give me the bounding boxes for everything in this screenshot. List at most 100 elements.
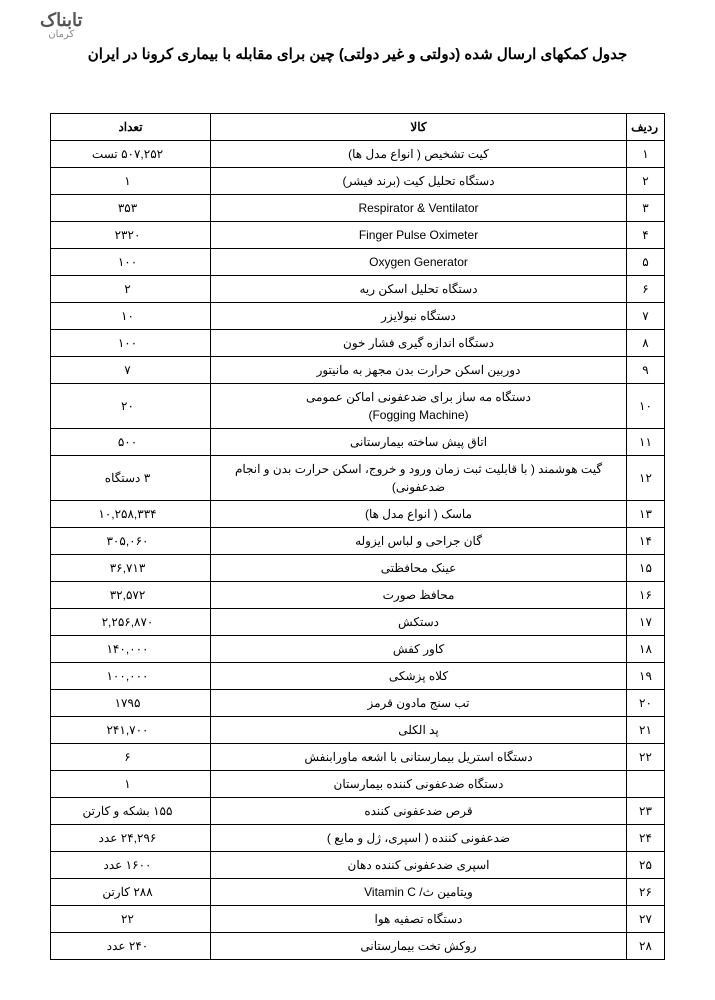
cell-qty: ۱۰۰ bbox=[51, 330, 211, 357]
watermark-main: تابناک bbox=[40, 10, 83, 30]
table-header-row: ردیف کالا تعداد bbox=[51, 114, 665, 141]
table-row: ۱۹کلاه پزشکی۱۰۰,۰۰۰ bbox=[51, 663, 665, 690]
cell-index: ۱۸ bbox=[627, 636, 665, 663]
col-header-index: ردیف bbox=[627, 114, 665, 141]
cell-item: دستگاه تحلیل کیت (برند فیشر) bbox=[211, 168, 627, 195]
cell-item: دستگاه تصفیه هوا bbox=[211, 906, 627, 933]
cell-item: گان جراحی و لباس ایزوله bbox=[211, 528, 627, 555]
cell-qty: ۲,۲۵۶,۸۷۰ bbox=[51, 609, 211, 636]
cell-index: ۱۳ bbox=[627, 501, 665, 528]
cell-index: ۱۷ bbox=[627, 609, 665, 636]
cell-qty: ۳۵۳ bbox=[51, 195, 211, 222]
cell-item: دستکش bbox=[211, 609, 627, 636]
table-row: ۲۲دستگاه استریل بیمارستانی با اشعه ماورا… bbox=[51, 744, 665, 771]
cell-item: عینک محافظتی bbox=[211, 555, 627, 582]
cell-index: ۲۰ bbox=[627, 690, 665, 717]
cell-qty: ۱ bbox=[51, 771, 211, 798]
table-row: ۱۵عینک محافظتی۳۶,۷۱۳ bbox=[51, 555, 665, 582]
table-row: ۲۷دستگاه تصفیه هوا۲۲ bbox=[51, 906, 665, 933]
cell-qty: ۲۰ bbox=[51, 384, 211, 429]
cell-index: ۱۲ bbox=[627, 456, 665, 501]
table-row: ۲۸روکش تخت بیمارستانی۲۴۰ عدد bbox=[51, 933, 665, 960]
cell-item: پد الکلی bbox=[211, 717, 627, 744]
cell-qty: ۵۰۷,۲۵۲ تست bbox=[51, 141, 211, 168]
cell-index: ۶ bbox=[627, 276, 665, 303]
cell-qty: ۲۲ bbox=[51, 906, 211, 933]
table-row: ۶دستگاه تحلیل اسکن ریه۲ bbox=[51, 276, 665, 303]
cell-index: ۱۰ bbox=[627, 384, 665, 429]
cell-item: ماسک ( انواع مدل ها) bbox=[211, 501, 627, 528]
cell-qty: ۳ دستگاه bbox=[51, 456, 211, 501]
cell-item: گیت هوشمند ( با قابلیت ثبت زمان ورود و خ… bbox=[211, 456, 627, 501]
cell-qty: ۱۶۰۰ عدد bbox=[51, 852, 211, 879]
cell-item: دستگاه تحلیل اسکن ریه bbox=[211, 276, 627, 303]
cell-item: کیت تشخیص ( انواع مدل ها) bbox=[211, 141, 627, 168]
cell-index: ۵ bbox=[627, 249, 665, 276]
table-row: ۲دستگاه تحلیل کیت (برند فیشر)۱ bbox=[51, 168, 665, 195]
table-row: دستگاه ضدعفونی کننده بیمارستان۱ bbox=[51, 771, 665, 798]
cell-item: کلاه پزشکی bbox=[211, 663, 627, 690]
table-row: ۱۴گان جراحی و لباس ایزوله۳۰۵,۰۶۰ bbox=[51, 528, 665, 555]
table-row: ۱۳ماسک ( انواع مدل ها)۱۰,۲۵۸,۳۳۴ bbox=[51, 501, 665, 528]
cell-qty: ۲ bbox=[51, 276, 211, 303]
cell-index: ۳ bbox=[627, 195, 665, 222]
cell-index: ۱۱ bbox=[627, 429, 665, 456]
page-title: جدول کمکهای ارسال شده (دولتی و غیر دولتی… bbox=[50, 45, 665, 63]
cell-item: دستگاه مه ساز برای ضدعفونی اماکن عمومی(F… bbox=[211, 384, 627, 429]
cell-index: ۴ bbox=[627, 222, 665, 249]
cell-item: دوربین اسکن حرارت بدن مجهز به مانیتور bbox=[211, 357, 627, 384]
cell-item: محافظ صورت bbox=[211, 582, 627, 609]
table-row: ۱۱اتاق پیش ساخته بیمارستانی۵۰۰ bbox=[51, 429, 665, 456]
table-row: ۳Respirator & Ventilator۳۵۳ bbox=[51, 195, 665, 222]
aid-table: ردیف کالا تعداد ۱کیت تشخیص ( انواع مدل ه… bbox=[50, 113, 665, 960]
table-row: ۲۴ضدعفونی کننده ( اسپری، ژل و مایع )۲۴,۲… bbox=[51, 825, 665, 852]
cell-qty: ۲۳۲۰ bbox=[51, 222, 211, 249]
cell-index: ۲۱ bbox=[627, 717, 665, 744]
cell-qty: ۳۰۵,۰۶۰ bbox=[51, 528, 211, 555]
table-row: ۹دوربین اسکن حرارت بدن مجهز به مانیتور۷ bbox=[51, 357, 665, 384]
cell-qty: ۲۸۸ کارتن bbox=[51, 879, 211, 906]
table-row: ۲۳قرص ضدعفونی کننده۱۵۵ بشکه و کارتن bbox=[51, 798, 665, 825]
cell-index: ۹ bbox=[627, 357, 665, 384]
table-row: ۲۶ویتامین ث/ Vitamin C۲۸۸ کارتن bbox=[51, 879, 665, 906]
table-row: ۱۲گیت هوشمند ( با قابلیت ثبت زمان ورود و… bbox=[51, 456, 665, 501]
cell-item: دستگاه استریل بیمارستانی با اشعه ماورابن… bbox=[211, 744, 627, 771]
cell-item: روکش تخت بیمارستانی bbox=[211, 933, 627, 960]
cell-item: Respirator & Ventilator bbox=[211, 195, 627, 222]
cell-item: اسپری ضدعفونی کننده دهان bbox=[211, 852, 627, 879]
cell-qty: ۳۶,۷۱۳ bbox=[51, 555, 211, 582]
table-row: ۱۷دستکش۲,۲۵۶,۸۷۰ bbox=[51, 609, 665, 636]
cell-qty: ۲۴۰ عدد bbox=[51, 933, 211, 960]
table-row: ۱۶محافظ صورت۳۲,۵۷۲ bbox=[51, 582, 665, 609]
cell-index: ۲۳ bbox=[627, 798, 665, 825]
cell-qty: ۱ bbox=[51, 168, 211, 195]
table-row: ۲۱پد الکلی۲۴۱,۷۰۰ bbox=[51, 717, 665, 744]
table-row: ۴Finger Pulse Oximeter۲۳۲۰ bbox=[51, 222, 665, 249]
cell-index: ۱۹ bbox=[627, 663, 665, 690]
cell-item: اتاق پیش ساخته بیمارستانی bbox=[211, 429, 627, 456]
cell-qty: ۱۰۰ bbox=[51, 249, 211, 276]
cell-qty: ۱۵۵ بشکه و کارتن bbox=[51, 798, 211, 825]
cell-item: قرص ضدعفونی کننده bbox=[211, 798, 627, 825]
cell-index: ۲۷ bbox=[627, 906, 665, 933]
cell-index: ۱ bbox=[627, 141, 665, 168]
cell-item: دستگاه اندازه گیری فشار خون bbox=[211, 330, 627, 357]
cell-item: Oxygen Generator bbox=[211, 249, 627, 276]
cell-item: دستگاه ضدعفونی کننده بیمارستان bbox=[211, 771, 627, 798]
cell-item: دستگاه نبولایزر bbox=[211, 303, 627, 330]
table-row: ۲۵اسپری ضدعفونی کننده دهان۱۶۰۰ عدد bbox=[51, 852, 665, 879]
cell-index: ۱۴ bbox=[627, 528, 665, 555]
cell-index: ۸ bbox=[627, 330, 665, 357]
cell-qty: ۱۰۰,۰۰۰ bbox=[51, 663, 211, 690]
cell-index: ۲۸ bbox=[627, 933, 665, 960]
cell-index: ۲۴ bbox=[627, 825, 665, 852]
cell-qty: ۷ bbox=[51, 357, 211, 384]
table-row: ۷دستگاه نبولایزر۱۰ bbox=[51, 303, 665, 330]
cell-qty: ۲۴۱,۷۰۰ bbox=[51, 717, 211, 744]
cell-qty: ۲۴,۲۹۶ عدد bbox=[51, 825, 211, 852]
table-row: ۵Oxygen Generator۱۰۰ bbox=[51, 249, 665, 276]
cell-qty: ۱۴۰,۰۰۰ bbox=[51, 636, 211, 663]
cell-qty: ۱۰,۲۵۸,۳۳۴ bbox=[51, 501, 211, 528]
table-row: ۱۰دستگاه مه ساز برای ضدعفونی اماکن عمومی… bbox=[51, 384, 665, 429]
cell-qty: ۱۰ bbox=[51, 303, 211, 330]
